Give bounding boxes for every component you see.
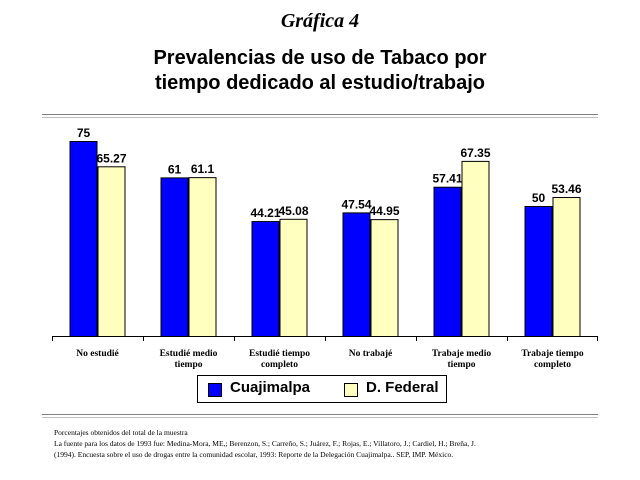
bar-value-label: 67.35	[460, 146, 490, 160]
legend: Cuajimalpa D. Federal	[197, 375, 447, 403]
chart-title-line-1: Prevalencias de uso de Tabaco por	[153, 47, 487, 69]
footnote: Porcentajes obtenidos del total de la mu…	[54, 427, 614, 460]
bar-d-federal	[97, 166, 126, 337]
footnote-line-1: Porcentajes obtenidos del total de la mu…	[54, 428, 188, 437]
category-label: tiempo	[175, 360, 203, 370]
category-label: completo	[261, 360, 298, 370]
bar-value-label: 61.1	[191, 162, 215, 176]
bar-value-label: 53.46	[551, 182, 581, 196]
bar-value-label: 61	[168, 162, 182, 176]
bar-value-label: 65.27	[96, 151, 126, 165]
legend-swatch-d-federal	[344, 383, 358, 397]
legend-swatch-cuajimalpa	[208, 383, 222, 397]
bar-d-federal	[279, 218, 308, 338]
chart-number-label: Gráfica 4	[280, 10, 360, 32]
bar-value-label: 50	[532, 191, 546, 205]
bar-cuajimalpa	[251, 221, 280, 337]
legend-label-cuajimalpa: Cuajimalpa	[230, 379, 311, 396]
bottom-divider	[42, 414, 598, 418]
bar-d-federal	[552, 197, 581, 337]
bar-value-label: 47.54	[341, 197, 371, 211]
bar-value-label: 45.08	[278, 204, 308, 218]
category-label: Estudié medio	[160, 349, 218, 359]
legend-label-d-federal: D. Federal	[366, 379, 439, 396]
bar-d-federal	[370, 219, 399, 338]
footnote-line-2: La fuente para los datos de 1993 fue: Me…	[54, 439, 476, 448]
bar-d-federal	[461, 160, 490, 337]
category-label: tiempo	[448, 360, 476, 370]
chart-title-line-2: tiempo dedicado al estudio/trabajo	[154, 72, 486, 94]
category-label: Estudié tiempo	[249, 349, 310, 359]
bar-cuajimalpa	[160, 177, 189, 337]
bar-value-label: 57.41	[432, 172, 462, 186]
bar-cuajimalpa	[433, 186, 462, 337]
bar-value-label: 44.21	[250, 206, 280, 220]
footnote-line-3: (1994). Encuesta sobre el uso de drogas …	[54, 450, 454, 459]
bar-cuajimalpa	[342, 212, 371, 337]
category-label: Trabaje tiempo	[521, 349, 584, 359]
category-label: Trabaje medio	[432, 349, 491, 359]
top-divider	[42, 114, 598, 118]
category-label: completo	[534, 360, 571, 370]
bar-d-federal	[188, 177, 217, 337]
category-label: No estudié	[76, 349, 119, 359]
chart-title: Prevalencias de uso de Tabaco por tiempo…	[0, 46, 640, 96]
bar-cuajimalpa	[69, 141, 98, 337]
category-label: No trabajé	[349, 349, 393, 359]
bar-cuajimalpa	[524, 206, 553, 337]
bar-value-label: 44.95	[369, 204, 399, 218]
bar-value-label: 75	[77, 126, 91, 140]
